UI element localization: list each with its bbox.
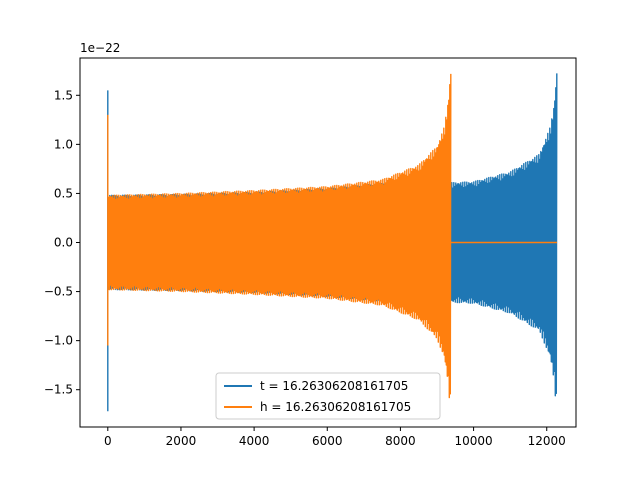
series-line-1 (107, 73, 557, 399)
y-tick-label: −1.5 (44, 383, 73, 397)
y-tick-label: 1.0 (54, 137, 73, 151)
x-tick-label: 12000 (528, 434, 566, 448)
x-tick-label: 4000 (239, 434, 270, 448)
x-tick-label: 8000 (385, 434, 416, 448)
axes-layer: 0 2000 4000 6000 8000 10000 12000 −1.5 −1.0 −0.5 0… (44, 88, 566, 448)
series-layer (107, 73, 558, 412)
x-tick-label: 6000 (312, 434, 343, 448)
x-tick-label: 0 (104, 434, 112, 448)
x-tick-label: 10000 (454, 434, 492, 448)
legend-label: t = 16.26306208161705 (260, 379, 408, 393)
y-tick-label: −0.5 (44, 285, 73, 299)
y-tick-label: 1.5 (54, 88, 73, 102)
y-tick-label: 0.5 (54, 186, 73, 200)
y-tick-label: 0.0 (54, 236, 73, 250)
legend-label: h = 16.26306208161705 (260, 400, 411, 414)
x-tick-label: 2000 (166, 434, 197, 448)
y-offset-text: 1e−22 (80, 41, 120, 55)
legend: t = 16.26306208161705 h = 16.263062081617… (215, 372, 441, 420)
legend-box (215, 372, 441, 420)
y-tick-label: −1.0 (44, 334, 73, 348)
